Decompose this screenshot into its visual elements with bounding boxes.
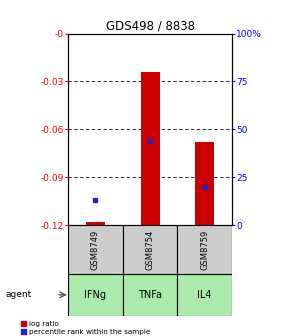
Bar [177, 274, 232, 316]
Text: agent: agent [6, 290, 32, 299]
Text: TNFa: TNFa [138, 290, 162, 300]
Bar [86, 222, 105, 225]
Text: GSM8759: GSM8759 [200, 229, 209, 269]
Bar [123, 225, 177, 274]
Bar [68, 274, 123, 316]
Title: GDS498 / 8838: GDS498 / 8838 [106, 19, 195, 33]
Bar [177, 225, 232, 274]
Bar [195, 142, 214, 225]
Text: IL4: IL4 [197, 290, 212, 300]
Bar [68, 225, 123, 274]
Legend: log ratio, percentile rank within the sample: log ratio, percentile rank within the sa… [21, 321, 150, 335]
Text: GSM8754: GSM8754 [146, 229, 155, 269]
Bar [123, 274, 177, 316]
Bar [141, 72, 160, 225]
Text: IFNg: IFNg [84, 290, 106, 300]
Text: GSM8749: GSM8749 [91, 229, 100, 269]
